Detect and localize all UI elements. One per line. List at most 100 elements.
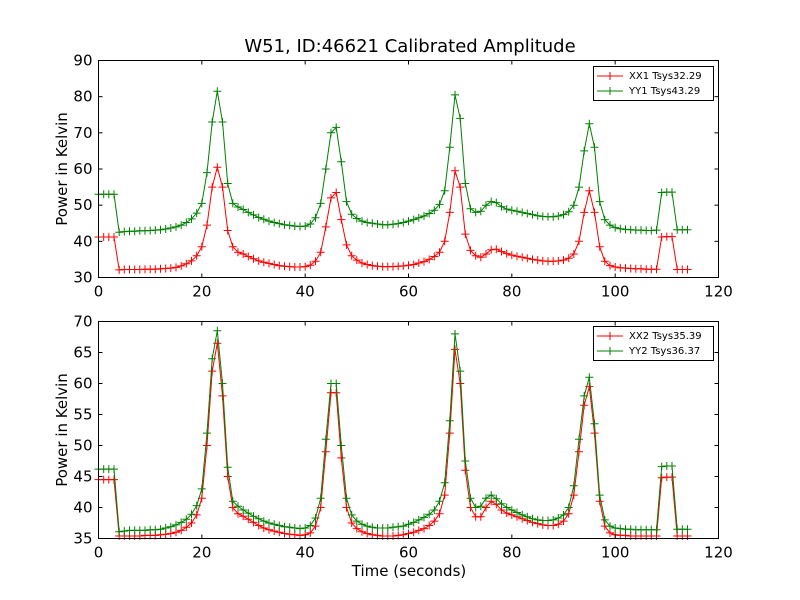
data-point: [316, 248, 325, 257]
data-point: [466, 494, 475, 503]
data-point: [425, 209, 434, 218]
data-point: [352, 517, 361, 526]
data-point: [414, 213, 423, 222]
data-point: [668, 188, 676, 197]
data-point: [187, 510, 196, 519]
data-point: [347, 519, 356, 527]
data-point: [280, 220, 289, 229]
data-point: [559, 210, 568, 219]
data-point: [208, 354, 217, 363]
y-axis-label: Power in Kelvin: [53, 373, 71, 487]
data-point: [301, 524, 310, 532]
y-tick-label: 60: [73, 160, 92, 178]
data-point: [368, 523, 377, 532]
data-point: [425, 521, 434, 530]
data-point: [249, 254, 258, 263]
data-point: [445, 208, 454, 217]
data-point: [554, 514, 563, 522]
data-point: [352, 256, 361, 265]
legend-entry: XX2 Tsys35.39: [597, 331, 702, 342]
legend-box: [593, 66, 714, 101]
data-point: [580, 401, 589, 410]
data-point: [265, 519, 273, 527]
data-point: [249, 512, 258, 521]
data-point: [575, 435, 583, 444]
data-point: [239, 250, 248, 258]
data-point: [476, 512, 485, 521]
data-point: [352, 524, 361, 533]
data-point: [259, 517, 268, 526]
data-point: [280, 522, 289, 531]
data-point: [270, 218, 279, 227]
data-point: [456, 114, 465, 123]
data-point: [420, 513, 428, 522]
data-point: [203, 429, 211, 438]
legend: XX2 Tsys35.39 YY2 Tsys36.37: [593, 326, 714, 361]
data-point: [223, 472, 232, 481]
data-point: [668, 473, 676, 482]
data-point: [409, 528, 418, 537]
data-point: [337, 215, 346, 224]
data-point: [110, 475, 118, 484]
data-point: [234, 502, 242, 511]
data-point: [497, 202, 506, 211]
data-point: [368, 261, 377, 270]
data-point: [270, 527, 279, 536]
data-point: [182, 218, 191, 227]
legend-entry: XX1 Tsys32.29: [597, 71, 702, 82]
data-point: [435, 248, 444, 257]
y-tick-label: 35: [73, 530, 92, 548]
data-point: [218, 183, 227, 192]
data-point: [218, 118, 227, 126]
data-point: [445, 416, 454, 425]
data-point: [172, 528, 180, 537]
data-point: [166, 224, 175, 232]
data-point: [352, 214, 361, 223]
data-point: [213, 326, 222, 335]
legend-box: [593, 326, 714, 361]
data-point: [502, 249, 511, 258]
y-axis-label: Power in Kelvin: [53, 112, 71, 226]
data-point: [466, 246, 475, 255]
data-point: [518, 208, 527, 217]
data-point: [606, 522, 614, 531]
data-point: [394, 219, 403, 228]
data-point: [440, 491, 449, 500]
data-point: [394, 522, 403, 531]
data-point: [559, 256, 568, 265]
data-point: [611, 263, 620, 271]
data-point: [265, 259, 273, 268]
data-point: [549, 212, 558, 221]
data-point: [363, 522, 372, 531]
data-point: [301, 222, 310, 231]
x-tick-label: 20: [192, 544, 211, 562]
data-point: [275, 528, 284, 537]
data-point: [110, 233, 118, 241]
data-point: [327, 193, 335, 202]
data-point: [166, 264, 175, 273]
data-point: [471, 503, 480, 512]
data-point: [259, 524, 268, 532]
data-point: [507, 206, 516, 215]
data-point: [564, 254, 573, 263]
x-tick-label: 80: [502, 544, 521, 562]
data-point: [337, 453, 346, 462]
data-point: [544, 516, 552, 525]
data-point: [342, 197, 351, 206]
y-tick-label: 80: [73, 88, 92, 106]
data-point: [110, 465, 118, 474]
data-point: [368, 219, 377, 228]
data-point: [265, 217, 273, 226]
data-point: [342, 240, 351, 249]
data-point: [399, 261, 408, 270]
legend-entry: YY1 Tsys43.29: [597, 86, 700, 97]
data-point: [492, 494, 501, 503]
data-point: [461, 466, 470, 475]
data-point: [600, 215, 609, 224]
data-point: [358, 527, 366, 536]
data-point: [569, 250, 578, 258]
data-point: [652, 226, 661, 235]
data-point: [115, 527, 124, 536]
data-point: [399, 522, 408, 531]
